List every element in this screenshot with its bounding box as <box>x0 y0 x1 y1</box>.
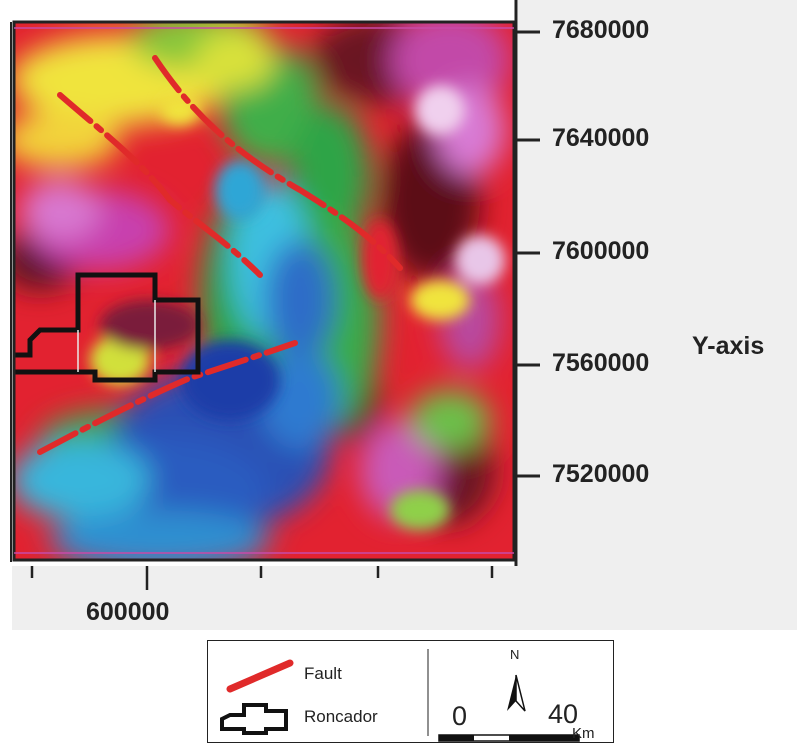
y-tick-label: 7520000 <box>552 460 650 488</box>
scale-unit-label: Km <box>572 725 595 742</box>
y-tick-label: 7640000 <box>552 124 650 152</box>
map-raster <box>10 0 540 590</box>
y-tick-label: 7600000 <box>552 237 650 265</box>
fault-line <box>37 340 298 455</box>
legend-graphics <box>220 649 580 742</box>
x-tick-label: 600000 <box>86 598 170 626</box>
y-axis-ticks <box>516 30 540 478</box>
anomaly-raster <box>14 22 514 560</box>
y-tick-label: 7680000 <box>552 16 650 44</box>
north-label: N <box>510 647 520 662</box>
fault-lines <box>37 55 403 455</box>
axis-band-bottom <box>12 566 518 630</box>
map-legend: Fault Roncador N 0 40 Km <box>207 640 614 743</box>
roncador-inner-line <box>77 300 156 372</box>
fault-line <box>57 92 263 278</box>
y-tick-label: 7560000 <box>552 349 650 377</box>
axis-band-right <box>518 0 797 630</box>
x-axis-ticks <box>30 566 494 590</box>
scale-end-label: 40 <box>548 699 579 729</box>
y-axis-title: Y-axis <box>692 332 765 360</box>
scale-bar <box>438 734 580 742</box>
fault-legend-symbol <box>226 659 294 693</box>
roncador-legend-symbol <box>220 703 288 735</box>
north-arrow-icon <box>507 674 526 712</box>
fault-line <box>152 55 403 271</box>
scale-start-label: 0 <box>452 701 468 731</box>
fault-legend-label: Fault <box>304 664 342 683</box>
roncador-legend-label: Roncador <box>304 707 378 726</box>
map-frame <box>12 20 516 562</box>
